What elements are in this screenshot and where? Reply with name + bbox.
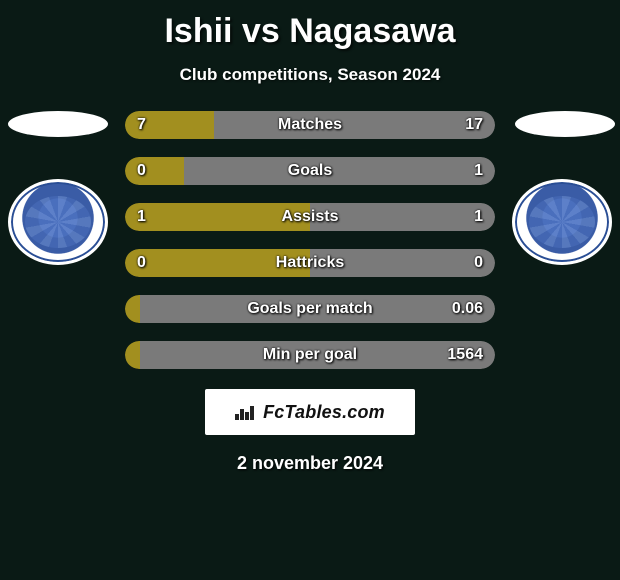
stat-bar-right-value: 1 [474, 162, 483, 180]
player-right-club-badge [512, 179, 612, 265]
stat-bar-label: Assists [282, 208, 339, 226]
stat-bar-label: Min per goal [263, 346, 357, 364]
player-right-flag [515, 111, 615, 137]
brand-text: FcTables.com [263, 402, 385, 423]
brand-icon [235, 404, 257, 420]
stat-bar-left-seg [125, 295, 140, 323]
stat-bar-right-value: 0.06 [452, 300, 483, 318]
stat-bar-right-value: 1564 [447, 346, 483, 364]
stat-bar: Assists 1 1 [125, 203, 495, 231]
brand-badge: FcTables.com [205, 389, 415, 435]
stat-bar-label: Goals [288, 162, 332, 180]
stat-bar: Hattricks 0 0 [125, 249, 495, 277]
player-left-column [8, 111, 108, 265]
stat-bar: Goals per match 0.06 [125, 295, 495, 323]
footer-date: 2 november 2024 [0, 453, 620, 474]
stat-bar-left-value: 0 [137, 254, 146, 272]
stat-bar: Matches 7 17 [125, 111, 495, 139]
stat-bar-left-seg [125, 157, 184, 185]
stat-bar-right-value: 17 [465, 116, 483, 134]
stat-bar: Min per goal 1564 [125, 341, 495, 369]
player-left-flag [8, 111, 108, 137]
stat-bar-right-value: 0 [474, 254, 483, 272]
player-left-club-badge [8, 179, 108, 265]
stat-bar-right-seg [184, 157, 495, 185]
stat-bar-label: Hattricks [276, 254, 344, 272]
page-subtitle: Club competitions, Season 2024 [0, 65, 620, 85]
stat-bar-right-value: 1 [474, 208, 483, 226]
stat-bar-left-value: 1 [137, 208, 146, 226]
stat-bars: Matches717Goals01Assists11Hattricks00Goa… [125, 111, 495, 369]
stat-bar-left-seg [125, 341, 140, 369]
stat-bar: Goals 0 1 [125, 157, 495, 185]
player-right-column [512, 111, 612, 265]
stat-bar-right-seg [214, 111, 495, 139]
stat-bar-left-value: 7 [137, 116, 146, 134]
stat-bar-label: Goals per match [247, 300, 372, 318]
stat-bar-label: Matches [278, 116, 342, 134]
stat-bar-left-value: 0 [137, 162, 146, 180]
page-title: Ishii vs Nagasawa [0, 0, 620, 51]
comparison-stage: Matches717Goals01Assists11Hattricks00Goa… [0, 111, 620, 369]
